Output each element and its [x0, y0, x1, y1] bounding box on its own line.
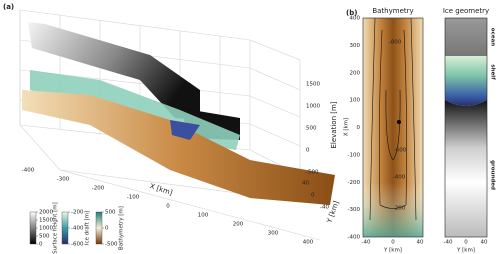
region-label: grounded: [490, 160, 496, 190]
colorbar-tick-label: 0: [105, 226, 109, 232]
ice-draft-deep: [170, 120, 200, 140]
colorbar-tick-label: -400: [71, 226, 84, 232]
x-tick-label: 0: [464, 240, 468, 246]
x-tick-label: 200: [233, 222, 244, 228]
contour-label: -400: [393, 175, 406, 181]
surface-height-ribbon: [28, 22, 200, 120]
z-tick-label: 500: [306, 126, 317, 132]
x-tick-label: -40: [362, 240, 371, 246]
x-tick-label: 100: [198, 213, 209, 219]
colorbar-tick-label: 1000: [39, 226, 53, 232]
contour-label: -600: [394, 148, 407, 154]
colorbar-tick-label: 1500: [39, 218, 53, 224]
y-tick-label: -300: [348, 207, 361, 213]
region-label: shelf: [490, 64, 496, 80]
colorbar-tick-label: 2000: [39, 210, 53, 216]
y-tick-label: 400: [350, 16, 361, 22]
y-tick-label: -100: [348, 152, 361, 158]
map-title: Ice geometry: [443, 7, 489, 15]
ocean-region: [445, 18, 487, 56]
colorbar-tick-label: -500: [105, 242, 118, 248]
y-tick-label: 0: [311, 193, 315, 199]
colorbar-title: Ice draft [m]: [85, 211, 91, 245]
colorbar-tick-label: -600: [71, 242, 84, 248]
z-tick-label: -500: [306, 170, 319, 176]
colorbar-title: Surface height [m]: [53, 202, 59, 254]
x-tick-label: -40: [444, 240, 453, 246]
x-axis-title: Y [km]: [383, 248, 402, 254]
y-tick-label: -200: [348, 180, 361, 186]
colorbar-tick-label: 0: [39, 242, 43, 248]
marker: [397, 120, 401, 124]
bathymetry-surface: [22, 90, 335, 205]
colorbar: [95, 211, 103, 245]
x-tick-label: -100: [127, 195, 140, 201]
region-label: ocean: [490, 28, 496, 46]
x-tick-label: 0: [166, 204, 170, 210]
y-tick-label: 300: [350, 43, 361, 49]
x-tick-label: -400: [22, 168, 35, 174]
colorbar: [29, 211, 37, 245]
contour-label: -800: [389, 40, 402, 46]
y-tick-label: 200: [350, 70, 361, 76]
y-tick-label: 100: [350, 98, 361, 104]
y-tick-label: 40: [302, 181, 309, 187]
panel-label: (a): [3, 3, 14, 11]
colorbar-tick-label: 500: [105, 210, 116, 216]
colorbar-tick-label: 500: [39, 234, 50, 240]
x-tick-label: -200: [92, 186, 105, 192]
frame: [362, 17, 424, 238]
map-title: Bathymetry: [372, 7, 413, 15]
bathymetry-map-shade: [363, 18, 423, 237]
x-tick-label: 40: [481, 240, 488, 246]
grounded-region: [445, 100, 487, 237]
x-tick-label: 300: [268, 231, 279, 237]
z-tick-label: 0: [306, 148, 310, 154]
x-tick-label: 40: [417, 240, 424, 246]
y-axis-title: X [km]: [344, 118, 350, 136]
x-tick-label: 0: [391, 240, 395, 246]
z-axis-title: Elevation [m]: [330, 101, 338, 148]
shelf-region: [445, 56, 487, 106]
z-tick-label: 1000: [306, 104, 320, 110]
z-tick-label: 1500: [306, 82, 320, 88]
panel-label: (b): [346, 9, 357, 17]
x-tick-label: 400: [303, 240, 314, 246]
colorbar: [61, 211, 69, 245]
colorbar-tick-label: -200: [71, 210, 84, 216]
frame: [444, 17, 488, 238]
x-tick-label: -300: [57, 177, 70, 183]
y-tick-label: -400: [348, 235, 361, 241]
colorbar-title: Bathymetry [m]: [119, 206, 125, 250]
contour-label: -200: [393, 206, 406, 212]
x-axis-title: Y [km]: [456, 248, 475, 254]
y-tick-label: 0: [357, 125, 361, 131]
y-tick-label: -40: [320, 205, 329, 211]
